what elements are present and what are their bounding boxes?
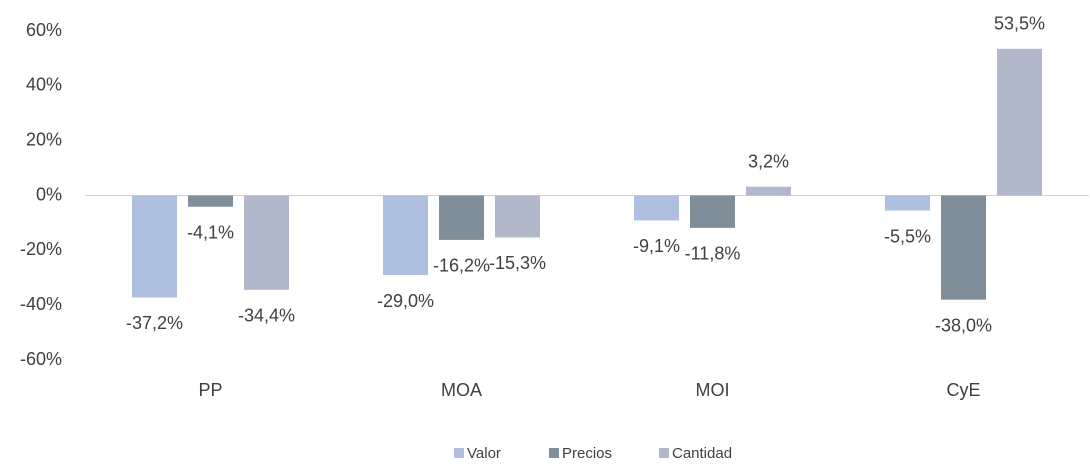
bar xyxy=(997,48,1042,196)
value-label: -11,8% xyxy=(685,244,741,264)
bar xyxy=(885,195,930,211)
value-label: -5,5% xyxy=(884,226,931,246)
x-tick-label: PP xyxy=(198,380,222,400)
bar xyxy=(746,186,791,196)
bar xyxy=(439,195,484,240)
value-label: -38,0% xyxy=(935,315,992,335)
bar xyxy=(132,195,177,298)
y-tick-label: -20% xyxy=(20,239,62,259)
y-tick-label: 40% xyxy=(26,75,62,95)
legend-swatch xyxy=(454,448,464,458)
y-tick-label: 20% xyxy=(26,129,62,149)
bar xyxy=(941,195,986,300)
bar xyxy=(634,195,679,221)
value-label: -16,2% xyxy=(433,256,490,276)
legend-label: Precios xyxy=(562,445,612,462)
y-tick-label: -40% xyxy=(20,294,62,314)
bar xyxy=(244,195,289,290)
value-label: -9,1% xyxy=(633,236,680,256)
y-tick-label: 0% xyxy=(36,184,62,204)
y-tick-label: 60% xyxy=(26,20,62,40)
bar xyxy=(495,195,540,238)
value-label: -4,1% xyxy=(187,222,234,242)
legend-swatch xyxy=(549,448,559,458)
x-tick-label: MOA xyxy=(441,380,482,400)
value-label: 53,5% xyxy=(994,14,1045,34)
x-tick-label: CyE xyxy=(946,380,980,400)
value-label: -34,4% xyxy=(238,306,295,326)
value-label: -37,2% xyxy=(126,313,183,333)
legend-swatch xyxy=(659,448,669,458)
legend-label: Cantidad xyxy=(672,445,732,462)
value-label: -29,0% xyxy=(377,291,434,311)
value-label: 3,2% xyxy=(748,151,789,171)
y-tick-label: -60% xyxy=(20,349,62,369)
value-label: -15,3% xyxy=(489,253,546,273)
legend-label: Valor xyxy=(467,445,501,462)
bar xyxy=(188,195,233,207)
bar xyxy=(383,195,428,276)
x-tick-label: MOI xyxy=(696,380,730,400)
bar xyxy=(690,195,735,228)
